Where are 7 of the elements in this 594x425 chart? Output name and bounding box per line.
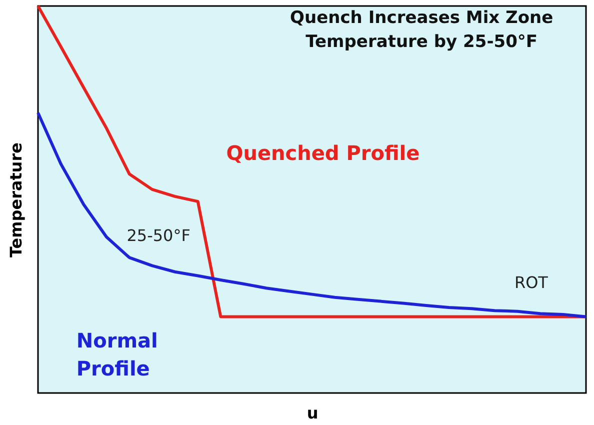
text: Quench Increases Mix Zone Temperature by 25-50°F [290, 8, 554, 52]
text: Normal Profile [76, 328, 158, 380]
y-axis-title: Temperature [6, 142, 26, 258]
annotation: ROT [514, 272, 548, 292]
annotation: 25-50°F [126, 226, 190, 246]
x-axis-title: u [306, 404, 318, 422]
text: Quenched Profile [226, 141, 420, 166]
